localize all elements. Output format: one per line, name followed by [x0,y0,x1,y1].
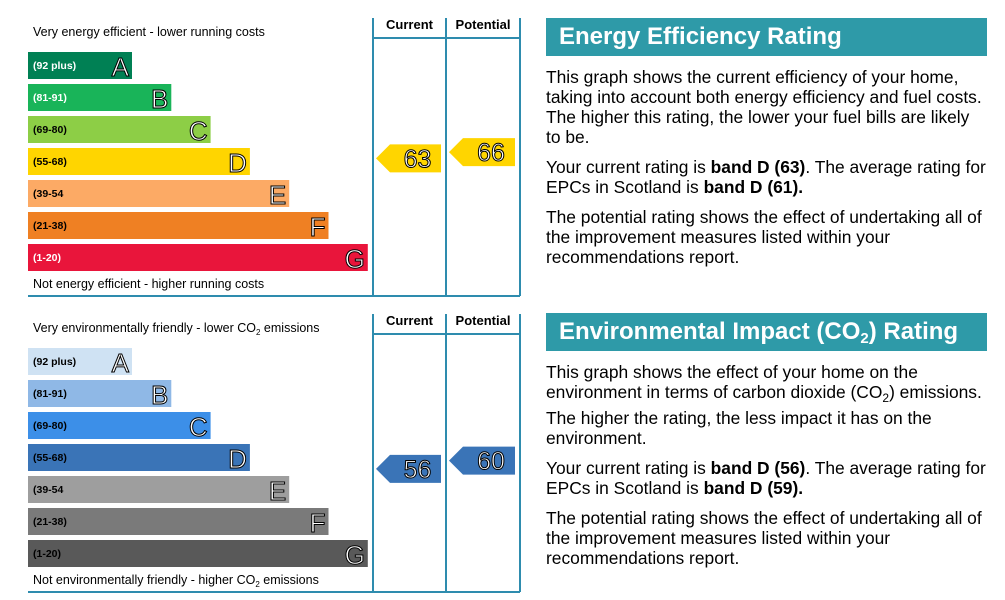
band-letter: A [112,348,130,378]
energy-efficiency-chart: (92 plus) A (81-91) B (69-80) C (55-68) D (39-54… [28,16,521,298]
band-letter: F [310,508,326,538]
band-range-label: (69-80) [33,420,67,432]
band-e: (39-54 E [28,180,290,211]
chart-top-label: Very energy efficient - lower running co… [33,25,265,39]
band-f: (21-38) F [28,212,329,243]
environmental-impact-panel: Environmental Impact (CO2) Rating This g… [546,313,987,578]
band-bar [28,180,290,207]
band-b: (81-91) B [28,84,172,115]
band-g: (1-20) G [28,540,368,571]
energy-panel-title: Energy Efficiency Rating [546,18,987,56]
band-bar [28,476,290,503]
current-rating-arrow-shape [376,454,441,483]
column-header-current: Current [386,17,433,32]
current-rating-arrow-shape [376,144,441,173]
potential-rating-arrow: 66 [449,138,515,168]
band-bar [28,348,132,375]
band-letter: G [345,244,365,274]
environment-paragraph-1: This graph shows the effect of your home… [546,362,982,448]
energy-paragraph-2: Your current rating is band D (63). The … [546,157,986,197]
band-range-label: (21-38) [33,516,67,528]
band-d: (55-68) D [28,444,250,475]
band-bar [28,84,172,111]
energy-efficiency-panel: Energy Efficiency Rating This graph show… [546,18,987,277]
band-letter: C [189,412,208,442]
column-header-potential: Potential [455,17,511,32]
band-letter: E [269,476,286,506]
band-bar [28,508,329,535]
environment-chart-svg: (92 plus) A(81-91) B(69-80) C(55-68) D(39-54… [28,314,521,593]
band-letter: B [151,84,168,114]
band-letter: E [269,180,286,210]
potential-rating-arrow-value: 66 [477,139,505,167]
column-header-potential: Potential [455,313,511,328]
environmental-impact-chart: (92 plus) A (81-91) B (69-80) C (55-68) D (39-54… [28,312,521,594]
band-range-label: (39-54 [33,188,64,200]
band-range-label: (39-54 [33,484,64,496]
band-letter: G [345,540,365,570]
band-a: (92 plus) A [28,348,132,379]
current-rating-arrow: 56 [376,454,441,484]
band-range-label: (92 plus) [33,356,76,368]
potential-rating-arrow-shape [449,446,515,475]
band-c: (69-80) C [28,116,211,147]
current-rating-arrow: 63 [376,144,441,174]
band-range-label: (81-91) [33,92,67,104]
band-range-label: (21-38) [33,220,67,232]
band-range-label: (55-68) [33,452,67,464]
band-letter: C [189,116,208,146]
band-d: (55-68) D [28,148,250,179]
band-range-label: (1-20) [33,252,61,264]
band-letter: D [228,444,247,474]
column-header-current: Current [386,313,433,328]
band-bar [28,148,250,175]
current-rating-arrow-value: 63 [404,145,432,173]
band-bar [28,116,211,143]
band-range-label: (1-20) [33,548,61,560]
band-letter: D [228,148,247,178]
band-range-label: (92 plus) [33,60,76,72]
band-letter: A [112,52,130,82]
potential-rating-arrow-shape [449,138,515,167]
environment-paragraph-3: The potential rating shows the effect of… [546,508,982,568]
band-bar [28,244,368,271]
energy-chart-svg: (92 plus) A(81-91) B(69-80) C(55-68) D(39-54… [28,18,521,297]
energy-paragraph-1: This graph shows the current efficiency … [546,67,982,147]
chart-bottom-label: Not environmentally friendly - higher CO… [33,573,319,589]
current-rating-arrow-value: 56 [404,456,432,484]
band-bar [28,412,211,439]
chart-bottom-label: Not energy efficient - higher running co… [33,277,265,291]
band-bar [28,540,368,567]
band-f: (21-38) F [28,508,329,539]
band-e: (39-54 E [28,476,290,507]
chart-top-label: Very environmentally friendly - lower CO… [33,321,320,337]
band-range-label: (69-80) [33,124,67,136]
environment-paragraph-2: Your current rating is band D (56). The … [546,458,986,498]
band-bar [28,212,329,239]
band-range-label: (55-68) [33,156,67,168]
band-g: (1-20) G [28,244,368,275]
band-bar [28,52,132,79]
band-b: (81-91) B [28,380,172,411]
band-letter: F [310,212,326,242]
potential-rating-arrow: 60 [449,446,515,476]
band-letter: B [151,380,168,410]
band-c: (69-80) C [28,412,211,443]
band-bar [28,380,172,407]
energy-paragraph-3: The potential rating shows the effect of… [546,207,982,267]
band-a: (92 plus) A [28,52,132,83]
band-range-label: (81-91) [33,388,67,400]
environment-panel-title: Environmental Impact (CO2) Rating [546,313,987,351]
band-bar [28,444,250,471]
potential-rating-arrow-value: 60 [477,448,505,476]
